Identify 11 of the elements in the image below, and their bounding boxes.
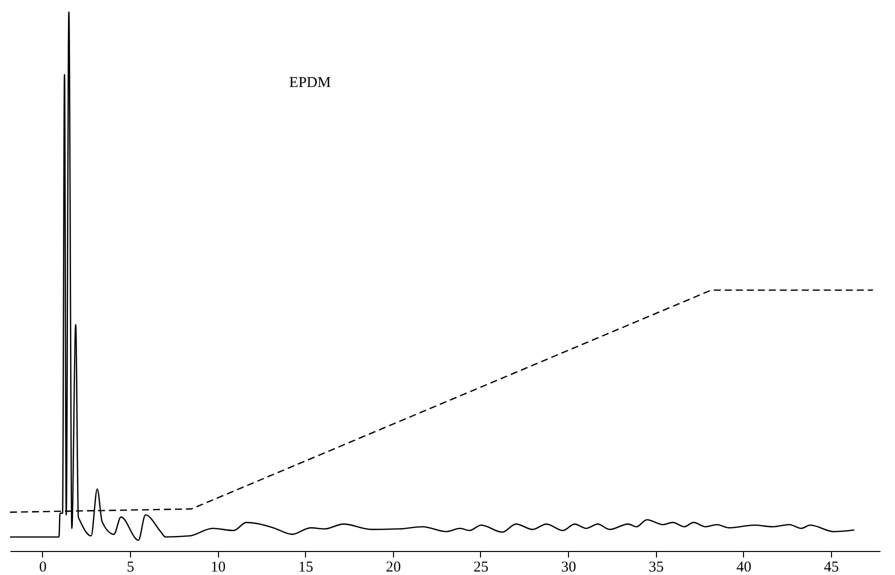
- x-tick-label: 15: [298, 560, 314, 575]
- x-tick-label: 20: [386, 560, 401, 575]
- x-tick-label: 10: [210, 560, 226, 575]
- x-tick-label: 0: [39, 560, 47, 575]
- x-tick-label: 35: [648, 560, 664, 575]
- x-tick-label: 25: [473, 560, 488, 575]
- annotation: EPDM: [289, 75, 331, 91]
- x-tick-label: 5: [126, 560, 134, 575]
- x-tick-label: 30: [561, 560, 576, 575]
- x-tick-label: 45: [824, 560, 839, 575]
- x-tick-label: 40: [736, 560, 752, 575]
